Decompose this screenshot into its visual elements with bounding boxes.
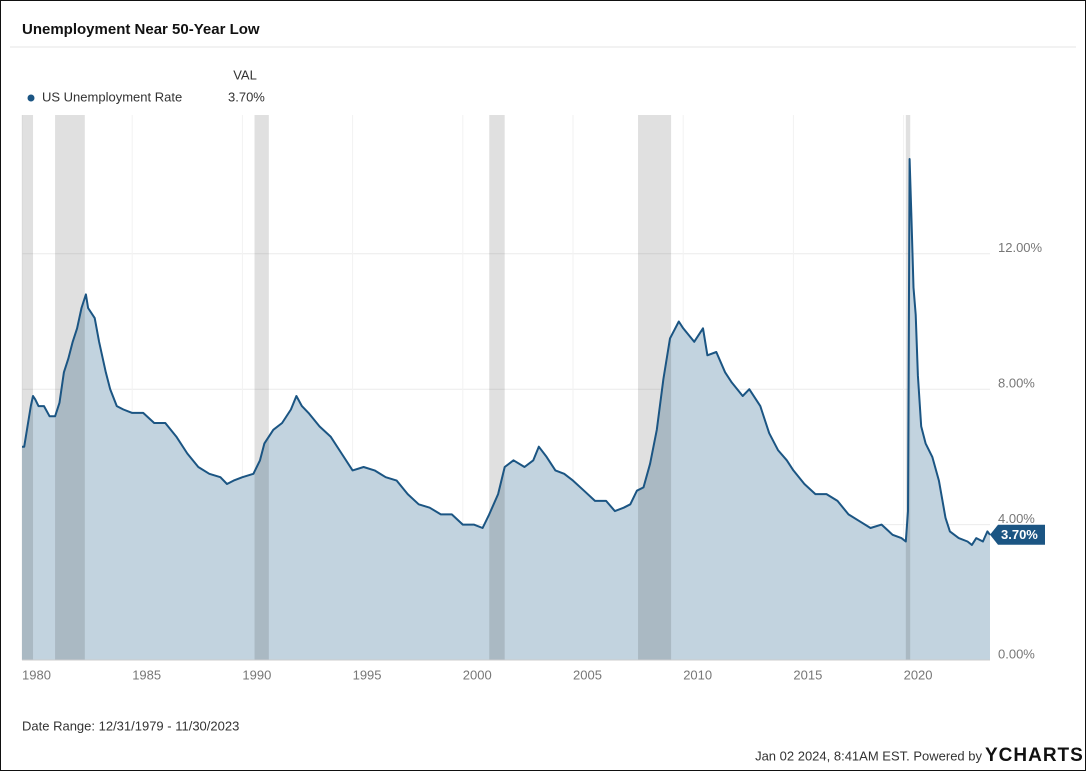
- x-tick-label: 1990: [242, 667, 271, 682]
- x-tick-label: 1995: [353, 667, 382, 682]
- y-tick-label: 0.00%: [998, 646, 1035, 661]
- x-tick-label: 1985: [132, 667, 161, 682]
- x-tick-label: 2015: [793, 667, 822, 682]
- value-tag: [990, 524, 1045, 545]
- recession-band: [254, 115, 269, 660]
- recession-band: [489, 115, 505, 660]
- recession-band: [22, 115, 34, 660]
- recession-band: [638, 115, 672, 660]
- chart-title: Unemployment Near 50-Year Low: [22, 21, 260, 38]
- y-tick-label: 4.00%: [998, 511, 1035, 526]
- line: [22, 158, 991, 546]
- legend-value: 3.70%: [228, 89, 265, 104]
- plot-area: 0.00% 4.00% 8.00% 12.00% 1980 1985 1990 1995 200…: [21, 115, 1045, 682]
- date-range: Date Range: 12/31/1979 - 11/30/2023: [22, 718, 239, 733]
- x-tick-label: 1980: [22, 667, 51, 682]
- legend-dot: [27, 94, 35, 102]
- x-tick-label: 2010: [683, 667, 712, 682]
- y-tick-label: 8.00%: [998, 376, 1035, 391]
- legend-header: VAL: [233, 67, 257, 82]
- footer: Jan 02 2024, 8:41AM EST. Powered by: [755, 748, 982, 763]
- value-tag-label: 3.70%: [1001, 527, 1038, 542]
- x-tick-label: 2005: [573, 667, 602, 682]
- legend-label: US Unemployment Rate: [42, 89, 182, 104]
- area: [22, 159, 990, 660]
- recession-band: [55, 115, 85, 660]
- x-tick-label: 2020: [904, 667, 933, 682]
- brand-logo: YCHARTS: [985, 745, 1084, 766]
- x-tick-label: 2000: [463, 667, 492, 682]
- y-tick-label: 12.00%: [998, 240, 1043, 255]
